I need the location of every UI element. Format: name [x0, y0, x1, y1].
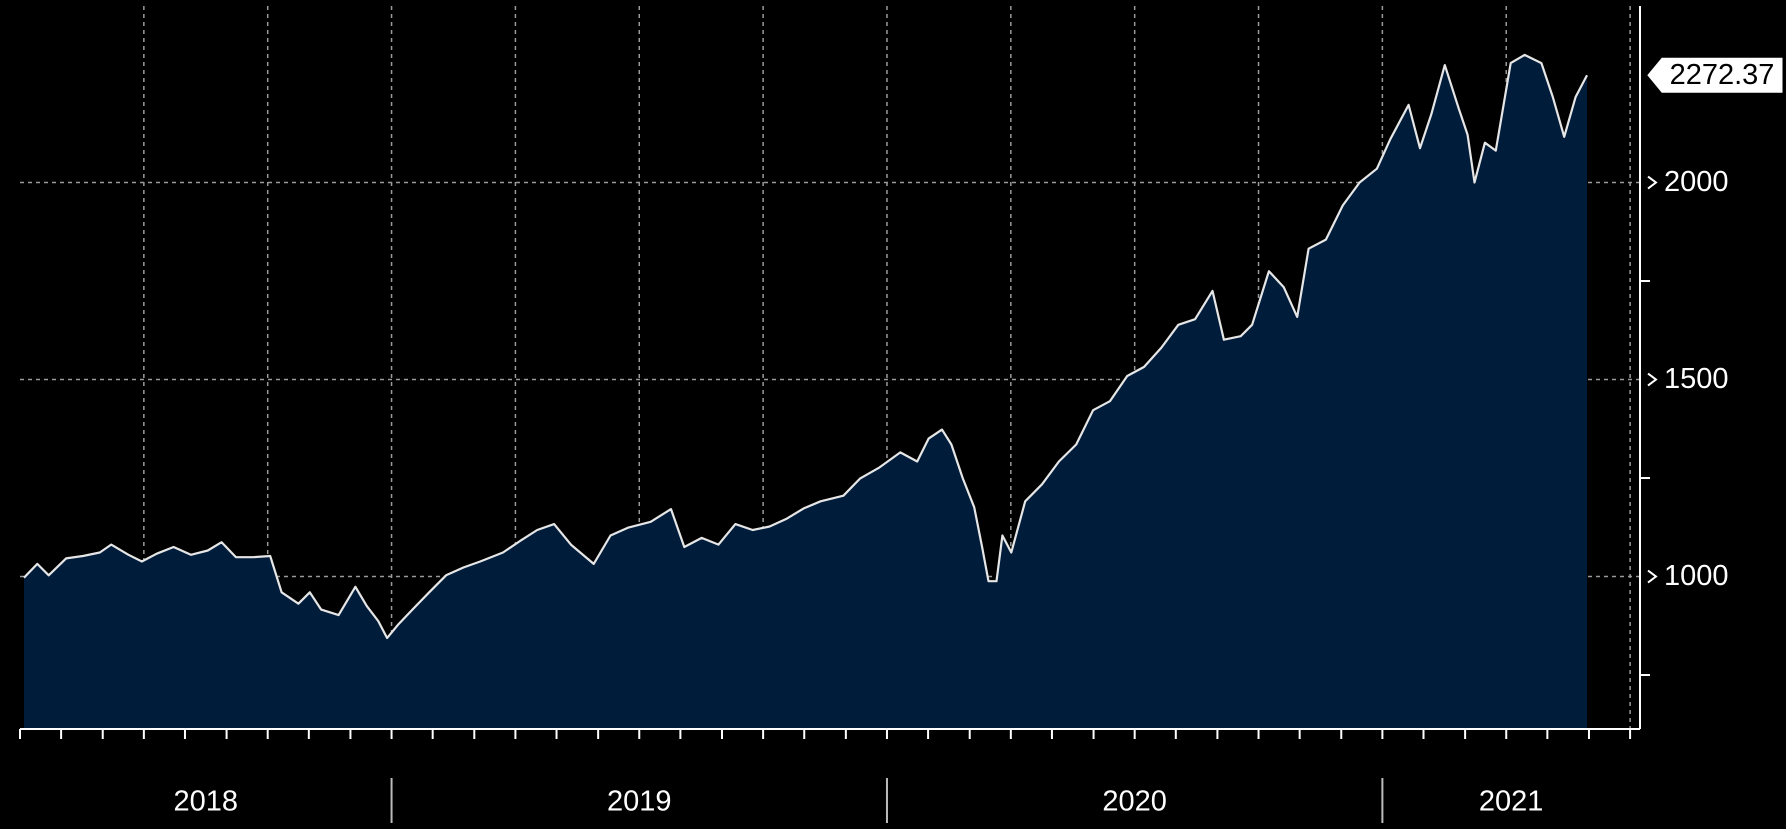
last-value-box [1647, 57, 1783, 93]
y-tick-label: 1000 [1664, 560, 1729, 592]
axes: 1000 1500 2000 2272.37 2018 2019 2020 2021 [19, 6, 1783, 823]
x-period-label: 2018 [174, 786, 239, 818]
area [24, 54, 1587, 729]
line [23, 53, 1588, 640]
x-period-label: 2019 [607, 786, 672, 818]
x-period-label: 2020 [1102, 786, 1167, 818]
y-tick [1647, 175, 1658, 190]
y-tick-label: 2000 [1664, 166, 1729, 198]
last-value-label: 2272.37 [1670, 59, 1775, 91]
x-period-label: 2021 [1479, 786, 1544, 818]
plot [23, 53, 1588, 729]
y-tick-label: 1500 [1664, 363, 1729, 395]
y-tick [1647, 569, 1658, 584]
y-tick [1647, 372, 1658, 387]
